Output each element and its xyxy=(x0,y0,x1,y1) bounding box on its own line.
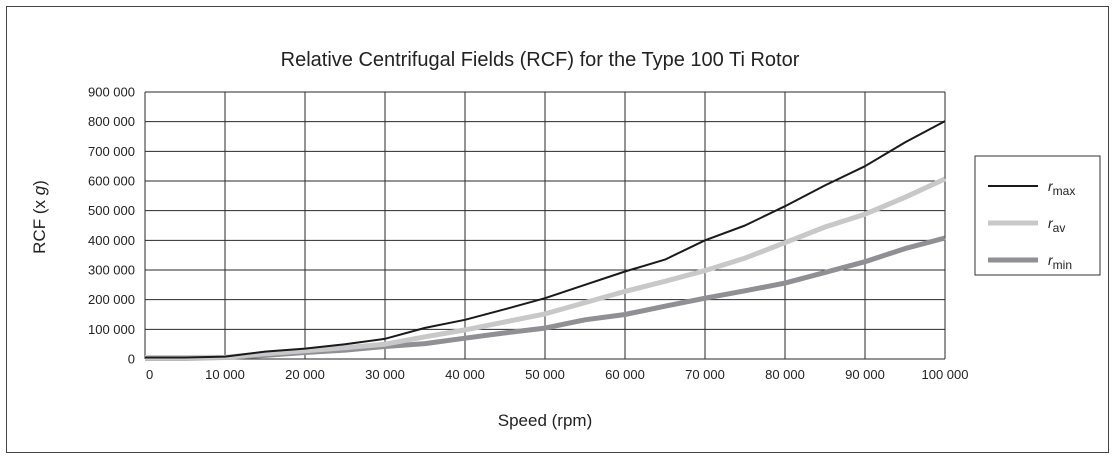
x-tick-label: 40 000 xyxy=(445,367,485,382)
legend-label-max: rmax xyxy=(1048,178,1075,198)
x-tick-label: 100 000 xyxy=(922,367,969,382)
y-tick-label: 400 000 xyxy=(88,233,135,248)
x-tick-label: 70 000 xyxy=(685,367,725,382)
x-tick-label: 90 000 xyxy=(845,367,885,382)
chart-title: Relative Centrifugal Fields (RCF) for th… xyxy=(281,49,800,71)
y-tick-label: 800 000 xyxy=(88,114,135,129)
series-line-av xyxy=(145,176,947,360)
y-tick-label: 600 000 xyxy=(88,174,135,189)
y-axis-ticks: 0 100 000 200 000 300 000 400 000 500 000 600 … xyxy=(88,85,135,367)
y-axis-title-var: g xyxy=(30,185,49,195)
y-tick-label: 900 000 xyxy=(88,85,135,100)
legend: rmax rav rmin xyxy=(974,155,1101,276)
y-tick-label: 500 000 xyxy=(88,203,135,218)
legend-box xyxy=(974,155,1101,276)
x-tick-label: 10 000 xyxy=(205,367,245,382)
y-tick-label: 100 000 xyxy=(88,322,135,337)
y-axis-title: RCF (x g) xyxy=(30,180,49,254)
x-axis-ticks: 0 10 000 20 000 30 000 40 000 50 000 60 000 70 … xyxy=(146,367,969,382)
y-tick-label: 700 000 xyxy=(88,144,135,159)
y-axis-title-prefix: RCF (x xyxy=(30,195,49,254)
y-tick-label: 0 xyxy=(128,352,135,367)
series-layer xyxy=(145,120,947,361)
legend-label-min: rmin xyxy=(1048,252,1072,272)
x-tick-label: 30 000 xyxy=(365,367,405,382)
x-tick-label: 20 000 xyxy=(285,367,325,382)
x-tick-label: 60 000 xyxy=(605,367,645,382)
chart-frame xyxy=(6,6,1109,453)
x-axis-title: Speed (rpm) xyxy=(498,411,592,430)
y-axis-title-suffix: ) xyxy=(30,180,49,186)
x-tick-label: 80 000 xyxy=(765,367,805,382)
series-line-max xyxy=(145,120,946,359)
legend-label-av: rav xyxy=(1048,215,1065,235)
x-tick-label: 50 000 xyxy=(525,367,565,382)
y-tick-label: 200 000 xyxy=(88,292,135,307)
y-tick-label: 300 000 xyxy=(88,263,135,278)
x-tick-label: 0 xyxy=(146,367,153,382)
